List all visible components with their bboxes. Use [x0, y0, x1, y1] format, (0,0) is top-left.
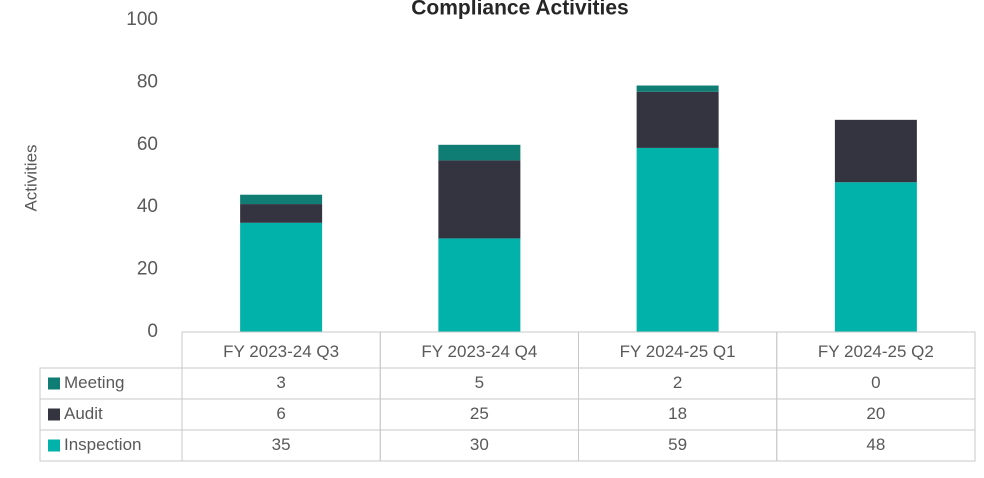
legend-swatch: [48, 408, 60, 421]
y-tick-label: 80: [137, 71, 158, 92]
y-axis-label: Activities: [21, 144, 40, 211]
table-value: 25: [470, 404, 489, 423]
legend-label: Audit: [64, 404, 103, 423]
legend-swatch: [48, 377, 60, 390]
x-tick-label: FY 2023-24 Q3: [223, 342, 339, 361]
x-tick-label: FY 2024-25 Q1: [620, 342, 736, 361]
bar-segment: [438, 238, 521, 332]
bar-segment: [240, 194, 323, 205]
bar-segment: [636, 91, 719, 148]
table-value: 0: [871, 373, 880, 392]
table-value: 2: [673, 373, 682, 392]
table-value: 59: [668, 435, 687, 454]
table-value: 35: [272, 435, 291, 454]
legend-label: Meeting: [64, 373, 124, 392]
y-tick-label: 40: [137, 196, 158, 217]
bar-segment: [438, 160, 521, 239]
bar-segment: [240, 204, 323, 223]
table-value: 30: [470, 435, 489, 454]
table-value: 20: [866, 404, 885, 423]
table-value: 48: [866, 435, 885, 454]
bar-segment: [438, 144, 521, 161]
bar-segment: [834, 119, 917, 183]
chart-title: Compliance Activities: [411, 0, 628, 20]
bar-segment: [834, 182, 917, 332]
legend-swatch: [48, 439, 60, 452]
bar-segment: [636, 85, 719, 92]
y-tick-label: 100: [126, 9, 158, 30]
x-tick-label: FY 2023-24 Q4: [421, 342, 537, 361]
table-value: 6: [276, 404, 285, 423]
table-cell: [776, 429, 976, 462]
table-cell: [39, 398, 183, 431]
y-tick-label: 20: [137, 259, 158, 280]
table-value: 5: [475, 373, 484, 392]
table-value: 18: [668, 404, 687, 423]
y-tick-label: 0: [147, 321, 158, 342]
x-tick-label: FY 2024-25 Q2: [818, 342, 934, 361]
bar-segment: [636, 147, 719, 332]
table-value: 3: [276, 373, 285, 392]
y-tick-label: 60: [137, 134, 158, 155]
legend-label: Inspection: [64, 435, 142, 454]
bar-segment: [240, 222, 323, 332]
